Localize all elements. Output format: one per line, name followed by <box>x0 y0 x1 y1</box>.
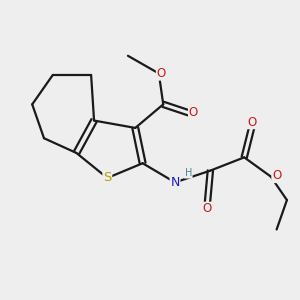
Text: O: O <box>189 106 198 119</box>
Text: O: O <box>248 116 257 128</box>
Text: S: S <box>103 172 112 184</box>
Text: H: H <box>184 168 192 178</box>
Text: O: O <box>157 67 166 80</box>
Text: O: O <box>272 169 281 182</box>
Text: N: N <box>170 176 180 189</box>
Text: O: O <box>202 202 212 215</box>
